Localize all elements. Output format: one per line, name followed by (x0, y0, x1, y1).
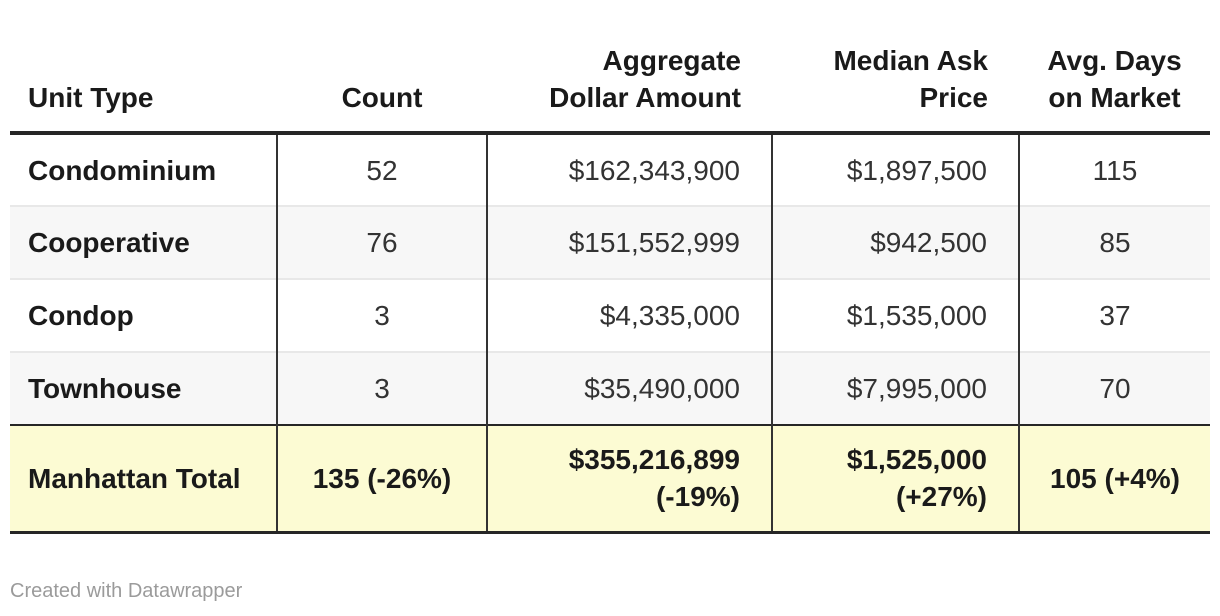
datawrapper-credit-link[interactable]: Created with Datawrapper (10, 580, 243, 602)
table-cell: $151,552,999 (486, 205, 772, 279)
column-header-unit-type: Unit Type (10, 0, 277, 135)
table-row: Condop 3 $4,335,000 $1,535,000 37 (10, 278, 1210, 352)
table-cell: $162,343,900 (486, 133, 772, 206)
table-row: Cooperative 76 $151,552,999 $942,500 85 (10, 205, 1210, 279)
table-cell: $355,216,899 (-19%) (486, 424, 772, 534)
table-cell: $7,995,000 (771, 351, 1019, 425)
table-cell: 70 (1018, 351, 1210, 425)
row-label-cell: Condominium (10, 133, 277, 206)
table-cell: 52 (276, 133, 487, 206)
table-cell: 37 (1018, 278, 1210, 352)
total-row: Manhattan Total 135 (-26%) $355,216,899 (-1… (10, 424, 1210, 534)
table-cell: 135 (-26%) (276, 424, 487, 534)
table-cell: $4,335,000 (486, 278, 772, 352)
column-header-avg-days-on-market: Avg. Days on Market (1019, 0, 1210, 135)
table-cell: 115 (1018, 133, 1210, 206)
column-header-count: Count (277, 0, 487, 135)
table-cell: $1,525,000 (+27%) (771, 424, 1019, 534)
table-cell: 3 (276, 351, 487, 425)
table-cell: $942,500 (771, 205, 1019, 279)
header-row: Unit Type Count Aggregate Dollar Amount Medi… (10, 0, 1210, 135)
table-cell: 3 (276, 278, 487, 352)
column-header-aggregate-dollar-amount: Aggregate Dollar Amount (487, 0, 772, 135)
table-header-row: Unit Type Count Aggregate Dollar Amount Medi… (10, 0, 1210, 135)
table-cell: 105 (+4%) (1018, 424, 1210, 534)
table-cell: 76 (276, 205, 487, 279)
table-cell: $1,897,500 (771, 133, 1019, 206)
table-cell: 85 (1018, 205, 1210, 279)
table-cell: $1,535,000 (771, 278, 1019, 352)
row-label-cell: Manhattan Total (10, 424, 277, 534)
data-table: Unit Type Count Aggregate Dollar Amount Medi… (10, 0, 1210, 534)
row-label-cell: Townhouse (10, 351, 277, 425)
row-label-cell: Condop (10, 278, 277, 352)
table-cell: $35,490,000 (486, 351, 772, 425)
table-row: Townhouse 3 $35,490,000 $7,995,000 70 (10, 351, 1210, 425)
column-header-median-ask-price: Median Ask Price (772, 0, 1019, 135)
table-body: Condominium 52 $162,343,900 $1,897,500 115 Co… (10, 133, 1210, 534)
table-row: Condominium 52 $162,343,900 $1,897,500 115 (10, 133, 1210, 206)
row-label-cell: Cooperative (10, 205, 277, 279)
